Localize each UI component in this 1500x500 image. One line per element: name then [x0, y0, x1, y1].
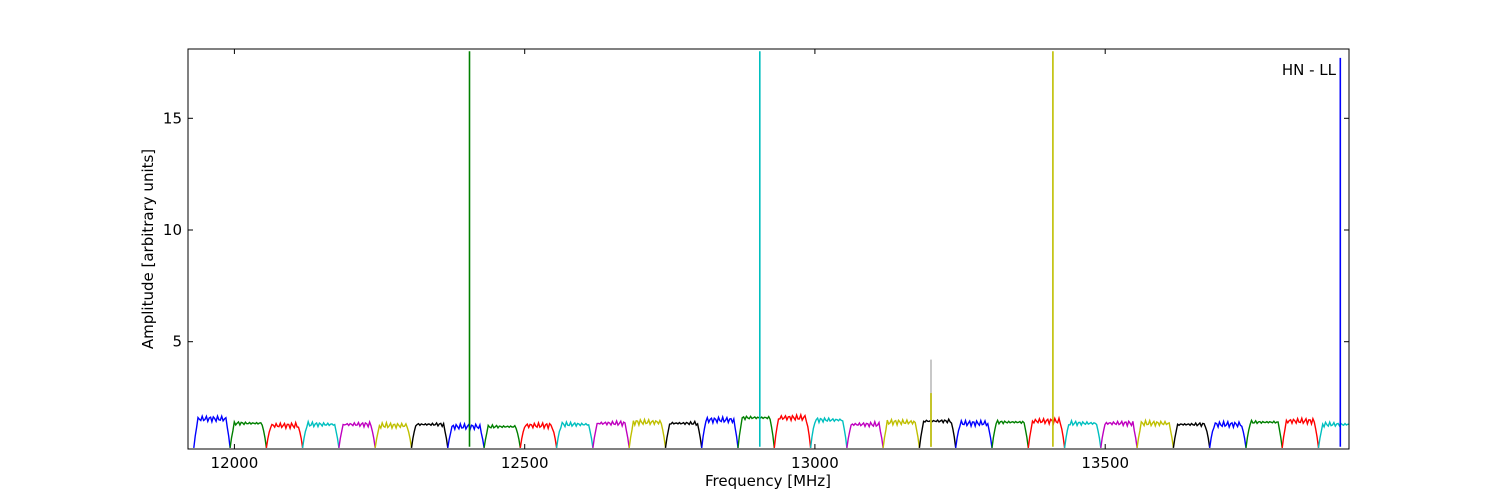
spectrum-band	[519, 420, 558, 449]
spike-layer	[468, 51, 1342, 447]
spectrum-band	[447, 421, 485, 449]
series-layer	[193, 412, 1500, 449]
spectrum-band	[1245, 418, 1283, 448]
spectrum-band	[737, 415, 775, 448]
spectrum-band	[1063, 418, 1102, 448]
x-axis-label: Frequency [MHz]	[705, 472, 831, 490]
spectrum-band	[1172, 421, 1211, 449]
spectrum-band	[193, 413, 231, 448]
plot-frame	[187, 48, 1350, 450]
spectrum-band	[1355, 419, 1391, 448]
annotation-label: HN - LL	[1282, 61, 1337, 79]
spectrum-band	[483, 423, 521, 449]
spectrum-band	[592, 419, 630, 448]
y-axis-label: Amplitude [arbitrary units]	[139, 149, 157, 349]
spectrum-band	[1464, 422, 1500, 448]
spectrum-band	[265, 420, 304, 449]
y-tick-label: 10	[163, 221, 182, 239]
spectrum-band	[338, 419, 376, 449]
spectrum-band	[955, 418, 993, 448]
spectrum-band	[555, 419, 594, 449]
x-tick-label: 13000	[791, 454, 839, 472]
spectrum-band	[918, 417, 957, 448]
spectrum-band	[882, 417, 921, 448]
spectrum-band	[1027, 415, 1066, 448]
spectrum-band	[809, 416, 848, 448]
y-tick-label: 5	[172, 333, 182, 351]
spectrum-band	[628, 417, 667, 448]
spectrum-band	[773, 412, 812, 448]
x-tick-label: 12000	[211, 454, 259, 472]
spectrum-band	[1136, 418, 1175, 448]
x-tick-label: 12500	[501, 454, 549, 472]
spectrum-band	[1391, 417, 1427, 448]
spectrum-band	[1100, 419, 1138, 448]
spectrum-band	[1281, 415, 1320, 448]
spectrum-band	[1427, 420, 1463, 448]
spectrum-band	[991, 418, 1029, 448]
spectrum-band	[229, 419, 268, 448]
x-tick-label: 13500	[1081, 454, 1129, 472]
spectrum-band	[301, 419, 340, 449]
spectrum-band	[664, 419, 703, 448]
spectrum-band	[846, 419, 884, 449]
spectrum-band	[374, 420, 413, 449]
spectrum-band	[1209, 419, 1247, 449]
spectrum-band	[701, 414, 739, 448]
tick-layer: 12000 12500 13000 13500 5 10 15	[163, 49, 1349, 472]
y-tick-label: 15	[163, 109, 182, 127]
spectrum-band	[410, 421, 449, 449]
